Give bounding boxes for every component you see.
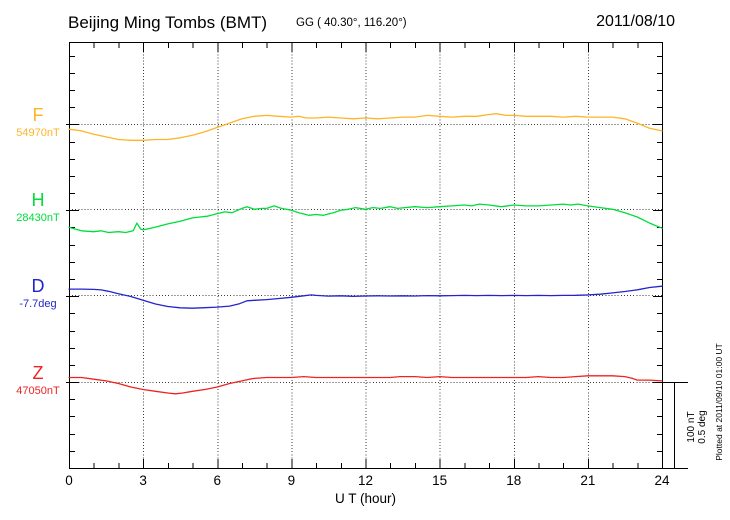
series-label-Z: Z 47050nT xyxy=(6,364,70,397)
x-tick-label-9: 9 xyxy=(287,473,296,488)
trace-H xyxy=(68,203,663,234)
x-tick-label-6: 6 xyxy=(213,473,221,488)
series-baseline-H: 28430nT xyxy=(16,212,60,225)
scale-bar-label-deg: 0.5 deg xyxy=(697,410,708,444)
x-tick-label-24: 24 xyxy=(654,473,670,488)
scale-bar-label: 100 nT 0.5 deg xyxy=(686,410,708,443)
x-tick-label-21: 21 xyxy=(580,473,596,488)
x-tick-label-0: 0 xyxy=(65,473,73,488)
trace-Z xyxy=(68,375,663,395)
series-baseline-F: 54970nT xyxy=(16,127,60,139)
x-tick-label-3: 3 xyxy=(139,473,147,488)
trace-F xyxy=(68,113,663,141)
x-axis-label: U T (hour) xyxy=(334,491,397,506)
series-label-D: D -7.7deg xyxy=(6,277,70,310)
trace-D xyxy=(68,285,663,309)
series-baseline-Z: 47050nT xyxy=(16,384,60,397)
series-letter-Z: Z xyxy=(32,362,44,383)
series-letter-F: F xyxy=(32,105,44,125)
series-label-H: H 28430nT xyxy=(6,191,70,224)
series-baseline-D: -7.7deg xyxy=(19,298,57,311)
plotted-at-note: Plotted at 2011/09/10 01:00 UT xyxy=(714,343,724,461)
plot-date: 2011/08/10 xyxy=(596,13,675,30)
station-title: Beijing Ming Tombs (BMT) xyxy=(68,13,268,32)
series-letter-H: H xyxy=(31,190,45,211)
x-tick-label-12: 12 xyxy=(357,473,374,488)
series-letter-D: D xyxy=(31,276,45,297)
series-label-F: F 54970nT xyxy=(6,106,70,139)
plot-frame xyxy=(69,42,663,469)
station-coordinates: GG ( 40.30°, 116.20°) xyxy=(296,17,407,29)
x-tick-label-15: 15 xyxy=(432,473,448,488)
scale-bar-label-nt: 100 nT xyxy=(686,411,697,443)
x-tick-label-18: 18 xyxy=(506,473,522,488)
